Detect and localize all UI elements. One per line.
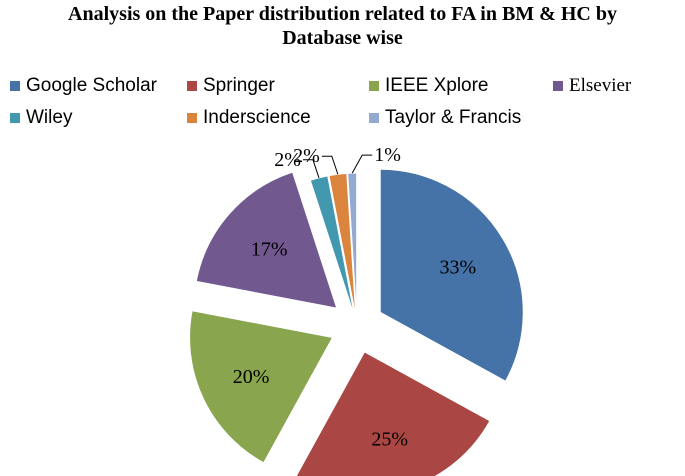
data-label-springer: 25% bbox=[371, 428, 408, 450]
legend-item-ieee-xplore: IEEE Xplore bbox=[369, 75, 489, 97]
pie-slice-inderscience bbox=[328, 172, 357, 317]
chart-title-line-1: Analysis on the Paper distribution relat… bbox=[68, 3, 617, 25]
legend-swatch bbox=[369, 113, 379, 123]
legend-item-elsevier: Elsevier bbox=[553, 75, 631, 97]
legend-label: Springer bbox=[203, 75, 275, 96]
legend-item-taylor-francis: Taylor & Francis bbox=[369, 107, 521, 129]
data-label-elsevier: 17% bbox=[251, 239, 288, 261]
data-label-inderscience: 2% bbox=[293, 145, 320, 167]
legend-item-wiley: Wiley bbox=[10, 107, 72, 129]
pie-slice-springer bbox=[295, 351, 491, 476]
legend-item-inderscience: Inderscience bbox=[187, 107, 311, 129]
legend-swatch bbox=[10, 113, 20, 123]
pie-slice-ieee-xplore bbox=[189, 310, 334, 464]
pie-slice-elsevier bbox=[195, 171, 338, 309]
leader-line-taylor-francis bbox=[351, 154, 373, 174]
legend-swatch bbox=[187, 113, 197, 123]
legend-label: Elsevier bbox=[569, 75, 632, 96]
chart-title: Analysis on the Paper distribution relat… bbox=[0, 2, 685, 50]
legend-label: Inderscience bbox=[203, 107, 311, 128]
pie-slice-wiley bbox=[309, 175, 356, 317]
pie-slice-google-scholar bbox=[379, 168, 524, 382]
legend: Google Scholar Springer IEEE Xplore Else… bbox=[0, 0, 685, 140]
legend-label: Wiley bbox=[26, 107, 73, 128]
legend-item-google-scholar: Google Scholar bbox=[10, 75, 157, 97]
leader-line-inderscience bbox=[321, 155, 339, 175]
legend-swatch bbox=[10, 81, 20, 91]
data-label-google-scholar: 33% bbox=[439, 256, 476, 278]
leader-line-wiley bbox=[302, 159, 320, 178]
data-label-wiley: 2% bbox=[274, 149, 301, 171]
legend-swatch bbox=[187, 81, 197, 91]
legend-item-springer: Springer bbox=[187, 75, 275, 97]
legend-label: IEEE Xplore bbox=[385, 75, 489, 96]
legend-swatch bbox=[369, 81, 379, 91]
data-label-ieee-xplore: 20% bbox=[233, 366, 270, 388]
chart-title-line-2: Database wise bbox=[282, 27, 403, 49]
data-label-taylor-francis: 1% bbox=[374, 144, 401, 166]
legend-label: Google Scholar bbox=[26, 75, 157, 96]
legend-label: Taylor & Francis bbox=[385, 107, 522, 128]
legend-swatch bbox=[553, 81, 563, 91]
